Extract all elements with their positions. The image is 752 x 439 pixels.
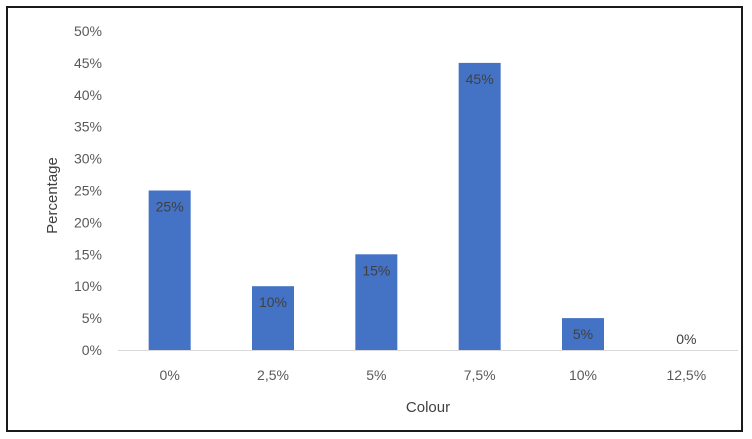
x-tick-label: 2,5% bbox=[257, 367, 289, 383]
data-label: 45% bbox=[466, 71, 494, 87]
x-tick-label: 10% bbox=[569, 367, 597, 383]
x-tick-label: 7,5% bbox=[464, 367, 496, 383]
x-axis-ticks: 0% 2,5% 5% 7,5% 10% 12,5% bbox=[160, 367, 707, 383]
data-label: 0% bbox=[676, 331, 696, 347]
x-tick-label: 5% bbox=[366, 367, 386, 383]
y-tick-label: 0% bbox=[82, 342, 102, 358]
y-tick-label: 45% bbox=[74, 55, 102, 71]
data-labels: 25% 10% 15% 45% 5% 0% bbox=[156, 71, 697, 347]
data-label: 25% bbox=[156, 199, 184, 215]
y-tick-label: 15% bbox=[74, 246, 102, 262]
data-label: 15% bbox=[362, 262, 390, 278]
y-tick-label: 50% bbox=[74, 23, 102, 39]
bar bbox=[355, 254, 398, 350]
bars bbox=[148, 62, 604, 351]
bar bbox=[252, 286, 294, 350]
y-tick-label: 20% bbox=[74, 214, 102, 230]
bar bbox=[148, 190, 191, 350]
x-axis-title: Colour bbox=[406, 399, 450, 416]
y-axis-ticks: 0% 5% 10% 15% 20% 25% 30% 35% 40% 45% 50% bbox=[74, 23, 102, 358]
y-tick-label: 30% bbox=[74, 151, 102, 167]
bar bbox=[458, 62, 501, 351]
y-tick-label: 35% bbox=[74, 119, 102, 135]
y-axis-title: Percentage bbox=[44, 157, 61, 234]
y-tick-label: 10% bbox=[74, 278, 102, 294]
chart-frame bbox=[6, 6, 743, 432]
bar bbox=[562, 318, 604, 350]
data-label: 5% bbox=[573, 326, 593, 342]
y-tick-label: 25% bbox=[74, 183, 102, 199]
x-tick-label: 12,5% bbox=[666, 367, 706, 383]
data-label: 10% bbox=[259, 294, 287, 310]
y-tick-label: 5% bbox=[82, 310, 102, 326]
y-tick-label: 40% bbox=[74, 87, 102, 103]
x-tick-label: 0% bbox=[160, 367, 180, 383]
